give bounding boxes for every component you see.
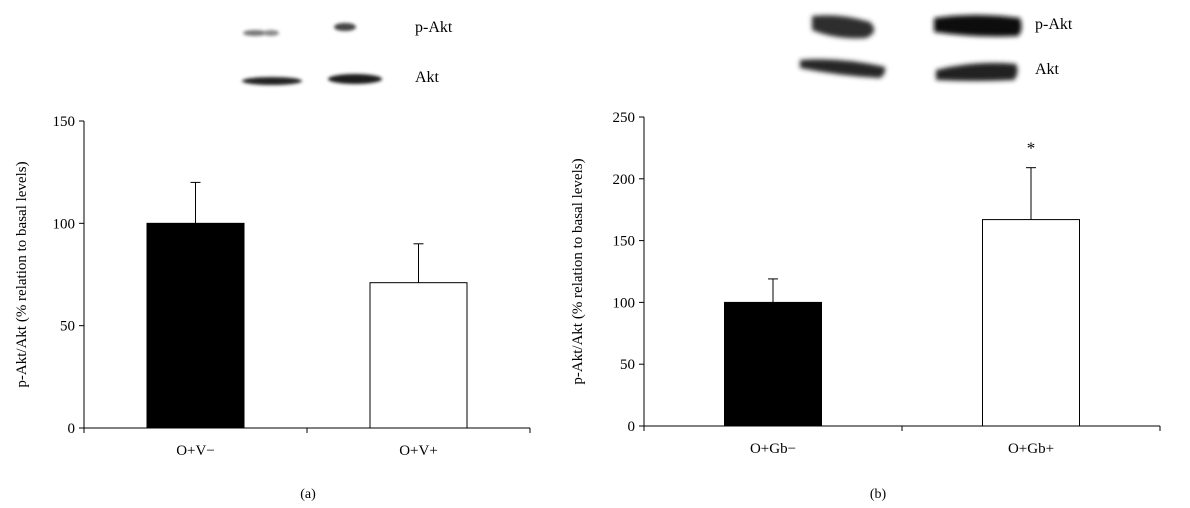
bar-1 bbox=[146, 222, 245, 429]
y-tick-label: 150 bbox=[613, 234, 636, 250]
significance-marker: * bbox=[1027, 139, 1036, 158]
blot-a-band-akt-1 bbox=[242, 77, 302, 85]
bar-1 bbox=[724, 301, 822, 427]
y-tick-label: 100 bbox=[613, 295, 636, 311]
y-tick-label: 50 bbox=[60, 319, 75, 335]
blot-b-band-pakt-2 bbox=[934, 15, 1022, 37]
x-tick-label: O+V− bbox=[176, 443, 215, 459]
bar-2 bbox=[369, 282, 468, 429]
y-tick-label: 250 bbox=[613, 110, 636, 126]
y-axis-label: p-Akt/Akt (% relation to basal levels) bbox=[14, 161, 30, 387]
blot-a-label-pakt: p-Akt bbox=[415, 19, 453, 36]
y-tick-label: 50 bbox=[620, 357, 635, 373]
x-tick-label: O+V+ bbox=[399, 443, 438, 459]
blot-a-band-pakt-1 bbox=[243, 30, 279, 36]
panel-label-b: (b) bbox=[870, 487, 887, 502]
blot-b-band-pakt-1 bbox=[812, 15, 875, 39]
x-tick-label: O+Gb+ bbox=[1008, 441, 1054, 457]
blot-a-band-pakt-2 bbox=[334, 23, 356, 31]
y-axis-label: p-Akt/Akt (% relation to basal levels) bbox=[570, 158, 586, 384]
blot-a: p-Akt Akt bbox=[242, 19, 453, 86]
y-tick-label: 0 bbox=[68, 421, 76, 437]
blot-b-label-akt: Akt bbox=[1035, 61, 1060, 78]
chart-a: 0 50 100 150 O+V− O+V+ p-Akt/Akt (% relation t… bbox=[14, 114, 531, 459]
bar-2 bbox=[982, 219, 1080, 427]
y-tick-label: 100 bbox=[53, 216, 76, 232]
blot-b-band-akt-2 bbox=[936, 62, 1018, 81]
y-tick-label: 150 bbox=[53, 114, 76, 130]
x-tick-label: O+Gb− bbox=[750, 441, 796, 457]
panel-label-a: (a) bbox=[300, 487, 316, 502]
blot-a-label-akt: Akt bbox=[415, 69, 440, 86]
blot-b-band-akt-1 bbox=[800, 59, 886, 78]
blot-a-band-akt-2 bbox=[328, 74, 382, 84]
y-tick-label: 0 bbox=[628, 419, 636, 435]
chart-b: 0 50 100 150 200 250 O+Gb− * O+Gb+ p-Akt/Akt (% r… bbox=[570, 110, 1161, 457]
blot-b-label-pakt: p-Akt bbox=[1035, 16, 1073, 33]
y-tick-label: 200 bbox=[613, 172, 636, 188]
blot-b: p-Akt Akt bbox=[800, 15, 1073, 81]
